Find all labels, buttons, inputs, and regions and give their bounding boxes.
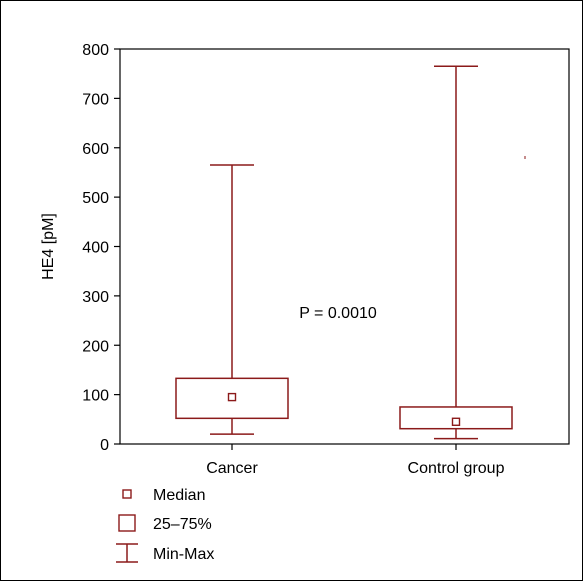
legend-label: Median: [153, 487, 205, 504]
legend-median-symbol: [122, 489, 132, 499]
legend-label: 25–75%: [153, 516, 212, 533]
y-tick-label: 700: [82, 91, 109, 108]
median-marker: [451, 417, 461, 426]
y-axis-label: HE4 [pM]: [40, 213, 57, 280]
p-value-annotation: P = 0.0010: [299, 305, 377, 322]
y-tick-label: 100: [82, 388, 109, 405]
y-tick-label: 0: [100, 437, 109, 454]
iqr-box: [399, 406, 513, 430]
y-tick-label: 600: [82, 141, 109, 158]
x-tick-label: Control group: [408, 460, 505, 477]
y-tick-label: 200: [82, 338, 109, 355]
legend-box-symbol: [118, 514, 136, 532]
y-tick-label: 500: [82, 190, 109, 207]
legend-label: Min-Max: [153, 546, 214, 563]
iqr-box: [175, 377, 289, 420]
plot-area: 0 100 200 300 400 500 600 700 800 HE4 [pM] Cancer C…: [40, 42, 570, 477]
y-tick-label: 400: [82, 240, 109, 257]
median-marker: [227, 392, 237, 402]
y-tick-label: 800: [82, 42, 109, 59]
y-tick-label: 300: [82, 289, 109, 306]
x-tick-label: Cancer: [206, 460, 258, 477]
legend: Median 25–75% Min-Max: [116, 487, 214, 563]
plot-frame: [119, 48, 570, 445]
